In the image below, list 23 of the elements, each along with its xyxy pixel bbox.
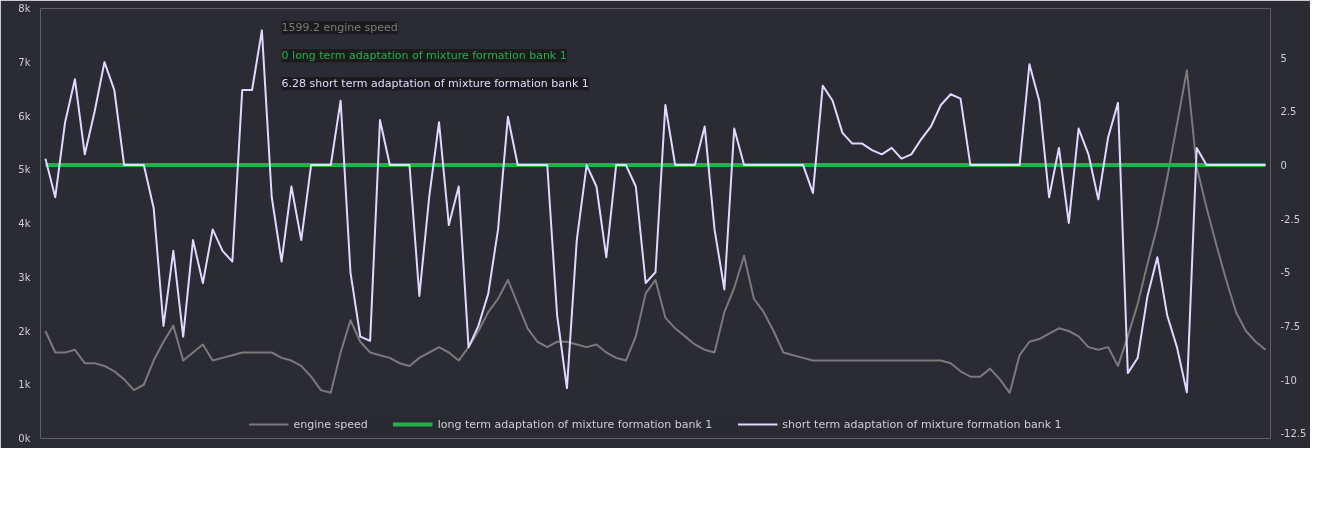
y-tick-label: 6k: [18, 110, 31, 122]
y2-tick-label: -12.5: [1280, 428, 1307, 440]
y2-tick-label: 5: [1280, 52, 1287, 64]
y-tick-label: 7k: [18, 56, 31, 68]
y2-tick-label: 0: [1280, 160, 1287, 172]
legend-label: long term adaptation of mixture formation bank 1: [437, 417, 713, 431]
annotation: 0 long term adaptation of mixture formation bank 1: [281, 49, 567, 63]
y2-tick-label: -5: [1280, 267, 1291, 279]
y-tick-label: 4k: [18, 218, 31, 229]
annotation: 1599.2 engine speed: [281, 21, 398, 35]
legend-label: short term adaptation of mixture formation bank 1: [782, 417, 1062, 431]
y-tick-label: 8k: [18, 3, 31, 14]
y-tick-label: 5k: [18, 164, 31, 176]
y-tick-label: 2k: [18, 325, 31, 337]
y2-tick-label: -2.5: [1280, 213, 1301, 225]
y-tick-label: 0k: [18, 433, 31, 444]
legend-label: engine speed: [293, 417, 368, 431]
y2-tick-label: 2.5: [1280, 106, 1297, 118]
y-tick-label: 1k: [18, 379, 31, 391]
y2-tick-label: -7.5: [1280, 320, 1301, 332]
annotation: 6.28 short term adaptation of mixture formation bank 1: [281, 77, 589, 91]
y2-tick-label: -10: [1280, 374, 1297, 386]
y-tick-label: 3k: [18, 271, 31, 283]
